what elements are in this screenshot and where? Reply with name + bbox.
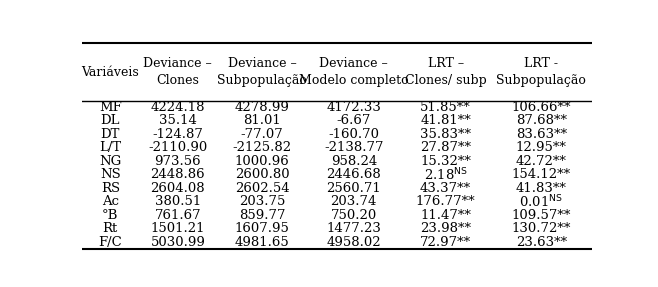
- Text: -6.67: -6.67: [337, 115, 371, 127]
- Text: 4278.99: 4278.99: [234, 101, 290, 114]
- Text: 2.18$^{\mathrm{NS}}$: 2.18$^{\mathrm{NS}}$: [424, 166, 468, 183]
- Text: 380.51: 380.51: [155, 195, 201, 208]
- Text: NS: NS: [100, 168, 120, 181]
- Text: 41.83**: 41.83**: [516, 182, 567, 195]
- Text: 130.72**: 130.72**: [511, 222, 571, 235]
- Text: 27.87**: 27.87**: [420, 141, 471, 154]
- Text: Deviance –
Subpopulação: Deviance – Subpopulação: [217, 57, 307, 87]
- Text: LRT -
Subpopulação: LRT - Subpopulação: [496, 57, 586, 87]
- Text: 2602.54: 2602.54: [235, 182, 290, 195]
- Text: 41.81**: 41.81**: [420, 115, 471, 127]
- Text: 109.57**: 109.57**: [511, 209, 571, 222]
- Text: -77.07: -77.07: [241, 128, 284, 141]
- Text: 0.01$^{\mathrm{NS}}$: 0.01$^{\mathrm{NS}}$: [519, 193, 563, 210]
- Text: 87.68**: 87.68**: [516, 115, 567, 127]
- Text: Ac: Ac: [102, 195, 119, 208]
- Text: 43.37**: 43.37**: [420, 182, 471, 195]
- Text: Variáveis: Variáveis: [82, 65, 139, 79]
- Text: 176.77**: 176.77**: [416, 195, 475, 208]
- Text: RS: RS: [101, 182, 120, 195]
- Text: 51.85**: 51.85**: [420, 101, 471, 114]
- Text: MF: MF: [99, 101, 122, 114]
- Text: 1477.23: 1477.23: [326, 222, 381, 235]
- Text: -160.70: -160.70: [328, 128, 379, 141]
- Text: -124.87: -124.87: [153, 128, 203, 141]
- Text: 1501.21: 1501.21: [151, 222, 205, 235]
- Text: 859.77: 859.77: [239, 209, 286, 222]
- Text: 750.20: 750.20: [331, 209, 377, 222]
- Text: 35.14: 35.14: [159, 115, 197, 127]
- Text: 958.24: 958.24: [331, 155, 377, 168]
- Text: 1000.96: 1000.96: [235, 155, 290, 168]
- Text: -2110.90: -2110.90: [148, 141, 207, 154]
- Text: 973.56: 973.56: [155, 155, 201, 168]
- Text: 106.66**: 106.66**: [511, 101, 571, 114]
- Text: 2446.68: 2446.68: [326, 168, 381, 181]
- Text: L/T: L/T: [99, 141, 121, 154]
- Text: 203.75: 203.75: [239, 195, 285, 208]
- Text: 2604.08: 2604.08: [151, 182, 205, 195]
- Text: 11.47**: 11.47**: [420, 209, 471, 222]
- Text: Deviance –
Clones: Deviance – Clones: [143, 57, 213, 87]
- Text: 23.98**: 23.98**: [420, 222, 471, 235]
- Text: 203.74: 203.74: [330, 195, 377, 208]
- Text: -2125.82: -2125.82: [232, 141, 291, 154]
- Text: 4172.33: 4172.33: [326, 101, 381, 114]
- Text: Rt: Rt: [103, 222, 118, 235]
- Text: 72.97**: 72.97**: [420, 236, 471, 249]
- Text: 23.63**: 23.63**: [516, 236, 567, 249]
- Text: NG: NG: [99, 155, 122, 168]
- Text: -2138.77: -2138.77: [324, 141, 384, 154]
- Text: 42.72**: 42.72**: [516, 155, 567, 168]
- Text: 12.95**: 12.95**: [516, 141, 567, 154]
- Text: 2448.86: 2448.86: [151, 168, 205, 181]
- Text: 2600.80: 2600.80: [235, 168, 290, 181]
- Text: 154.12**: 154.12**: [512, 168, 570, 181]
- Text: DL: DL: [101, 115, 120, 127]
- Text: °B: °B: [102, 209, 118, 222]
- Text: 5030.99: 5030.99: [151, 236, 205, 249]
- Text: 4981.65: 4981.65: [235, 236, 290, 249]
- Text: 4224.18: 4224.18: [151, 101, 205, 114]
- Text: 4958.02: 4958.02: [326, 236, 381, 249]
- Text: 761.67: 761.67: [155, 209, 201, 222]
- Text: 83.63**: 83.63**: [516, 128, 567, 141]
- Text: 1607.95: 1607.95: [234, 222, 290, 235]
- Text: 35.83**: 35.83**: [420, 128, 471, 141]
- Text: LRT –
Clones/ subp: LRT – Clones/ subp: [405, 57, 486, 87]
- Text: 81.01: 81.01: [243, 115, 281, 127]
- Text: DT: DT: [101, 128, 120, 141]
- Text: 15.32**: 15.32**: [420, 155, 471, 168]
- Text: Deviance –
Modelo completo: Deviance – Modelo completo: [299, 57, 409, 87]
- Text: F/C: F/C: [99, 236, 122, 249]
- Text: 2560.71: 2560.71: [326, 182, 381, 195]
